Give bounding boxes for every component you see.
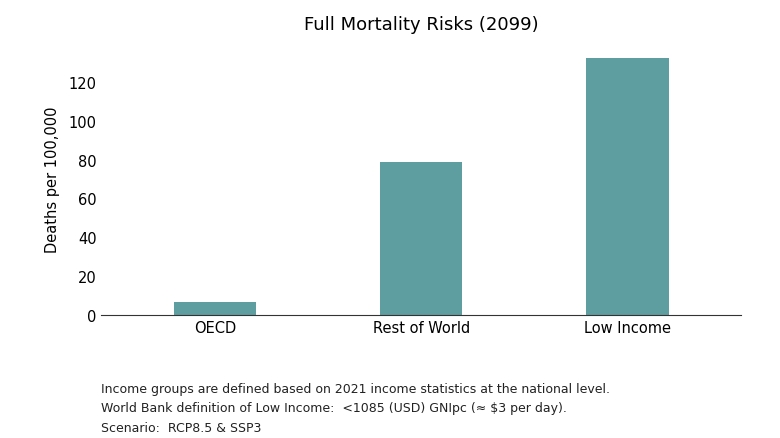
Y-axis label: Deaths per 100,000: Deaths per 100,000 — [45, 106, 60, 253]
Bar — [587, 59, 668, 315]
Bar — [380, 163, 463, 315]
Title: Full Mortality Risks (2099): Full Mortality Risks (2099) — [304, 16, 538, 34]
Text: Income groups are defined based on 2021 income statistics at the national level.: Income groups are defined based on 2021 … — [101, 382, 611, 434]
Bar — [174, 303, 256, 315]
